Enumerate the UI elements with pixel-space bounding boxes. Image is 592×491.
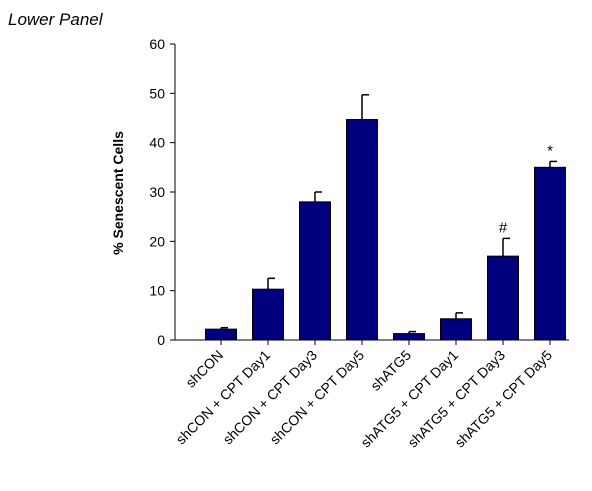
panel-label: Lower Panel	[8, 10, 103, 29]
bar	[534, 166, 566, 341]
y-tick-label: 30	[149, 184, 165, 200]
bars: #*	[205, 94, 566, 341]
significance-marker: #	[499, 219, 508, 236]
bar	[440, 318, 472, 341]
bar	[487, 255, 519, 341]
x-tick-label: shCON	[182, 347, 226, 391]
bar	[346, 118, 378, 341]
y-tick-label: 50	[149, 85, 165, 101]
y-axis-label: % Senescent Cells	[110, 131, 126, 255]
bar	[299, 201, 331, 341]
bar	[205, 328, 237, 341]
y-tick-label: 20	[149, 233, 165, 249]
y-tick-label: 60	[149, 36, 165, 52]
y-tick-label: 40	[149, 135, 165, 151]
x-tick-label: shATG5	[367, 347, 414, 394]
x-tick-label: shCON + CPT Day5	[267, 347, 368, 448]
y-tick-label: 0	[157, 332, 165, 348]
bar	[393, 333, 425, 341]
y-tick-label: 10	[149, 283, 165, 299]
significance-marker: *	[547, 142, 553, 159]
bar	[252, 288, 284, 341]
